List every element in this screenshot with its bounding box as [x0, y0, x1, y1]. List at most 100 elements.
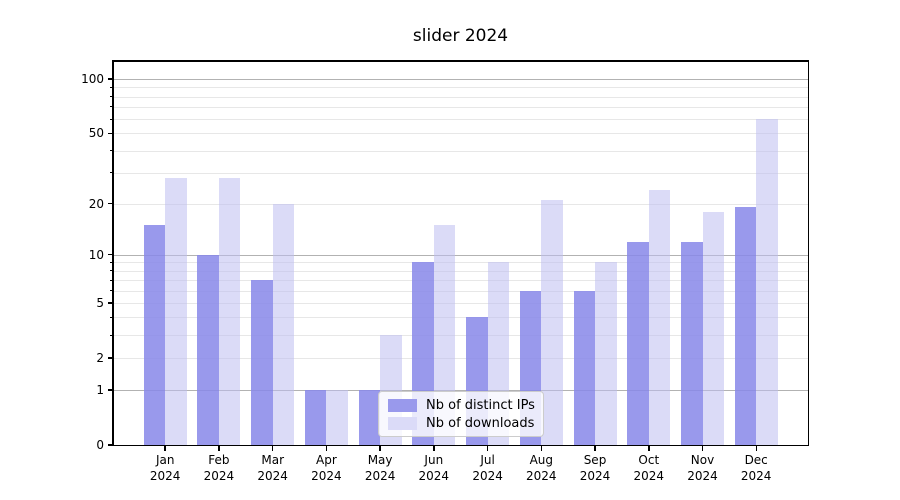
x-tick-mark-nov: [701, 446, 704, 451]
plot-area: [113, 61, 808, 445]
y-axis-tick-label-1: 1: [96, 383, 104, 397]
y-minor-tick-mark-7: [110, 279, 113, 281]
x-axis-tick-label-mar: Mar 2024: [257, 453, 288, 483]
x-tick-mark-aug: [540, 446, 543, 451]
axis-spine-bottom: [112, 444, 809, 447]
gridline-minor-7: [113, 280, 808, 282]
gridline-minor-60: [113, 119, 808, 120]
x-tick-mark-mar: [271, 446, 274, 451]
x-axis-tick-label-dec: Dec 2024: [740, 453, 772, 483]
legend-entry-distinct-ips: Nb of distinct IPs: [388, 396, 535, 414]
legend-entry-downloads: Nb of downloads: [388, 414, 535, 432]
gridline-minor-30: [113, 172, 808, 174]
x-axis-tick-label-oct: Oct 2024: [633, 453, 665, 483]
bar-distinct-ips-mar: [251, 280, 273, 445]
gridline-major-1: [113, 390, 808, 391]
bar-downloads-dec: [756, 119, 778, 445]
y-minor-tick-mark-20: [110, 203, 113, 205]
y-minor-tick-mark-8: [110, 270, 113, 272]
bar-distinct-ips-dec: [734, 207, 757, 445]
gridline-minor-8: [113, 270, 808, 272]
y-axis-tick-label-50: 50: [88, 126, 104, 141]
x-tick-mark-dec: [755, 446, 757, 451]
bar-downloads-nov: [702, 211, 724, 445]
y-minor-tick-mark-50: [110, 132, 113, 134]
bar-distinct-ips-apr: [304, 390, 327, 445]
bar-downloads-jun: [433, 225, 456, 445]
legend-label-distinct-ips: Nb of distinct IPs: [426, 397, 535, 413]
gridline-major-100: [113, 79, 808, 80]
y-axis-tick-label-100: 100: [81, 72, 104, 86]
y-minor-tick-mark-2: [110, 357, 113, 359]
gridline-minor-6: [113, 290, 808, 292]
chart-title: slider 2024: [412, 26, 509, 46]
gridline-minor-2: [113, 357, 808, 359]
axis-spine-left: [112, 60, 114, 446]
x-tick-mark-oct: [648, 446, 650, 451]
x-axis-tick-label-sep: Sep 2024: [579, 453, 611, 483]
gridline-minor-80: [113, 96, 808, 98]
bar-downloads-oct: [648, 189, 671, 445]
bar-distinct-ips-oct: [627, 241, 649, 445]
gridline-minor-9: [113, 262, 808, 264]
bar-downloads-jan: [165, 178, 187, 445]
bar-distinct-ips-sep: [573, 290, 595, 445]
x-axis-tick-label-feb: Feb 2024: [203, 453, 235, 483]
x-axis-tick-label-jan: Jan 2024: [149, 453, 181, 483]
x-tick-mark-may: [379, 446, 381, 451]
gridline-minor-50: [113, 133, 808, 135]
x-axis-tick-label-jul: Jul 2024: [472, 453, 503, 483]
y-minor-tick-mark-70: [110, 106, 113, 108]
y-minor-tick-mark-40: [110, 150, 113, 151]
x-tick-mark-feb: [218, 446, 220, 451]
axis-spine-top: [112, 60, 809, 62]
x-axis-tick-label-nov: Nov 2024: [687, 453, 718, 483]
x-tick-mark-jul: [486, 446, 489, 451]
x-tick-mark-sep: [594, 446, 596, 451]
gridline-minor-90: [113, 87, 808, 89]
bar-downloads-feb: [218, 178, 241, 445]
x-axis-tick-label-may: May 2024: [364, 453, 396, 483]
legend: Nb of distinct IPs Nb of downloads: [378, 391, 544, 437]
bar-distinct-ips-nov: [681, 241, 703, 445]
bar-downloads-apr: [326, 390, 348, 445]
y-minor-tick-mark-80: [110, 96, 113, 97]
y-minor-tick-mark-30: [110, 172, 113, 174]
bar-distinct-ips-may: [358, 390, 381, 445]
y-minor-tick-mark-90: [110, 86, 113, 88]
y-minor-tick-mark-6: [110, 290, 113, 292]
gridline-minor-5: [113, 302, 808, 304]
bar-distinct-ips-feb: [197, 254, 219, 445]
y-axis-tick-label-10: 10: [88, 247, 104, 262]
y-tick-mark-100: [107, 78, 113, 80]
legend-swatch-distinct-ips: [388, 398, 417, 412]
gridline-minor-70: [113, 106, 808, 108]
gridline-minor-40: [113, 150, 808, 152]
y-axis-tick-label-20: 20: [88, 196, 104, 211]
y-axis-tick-label-5: 5: [96, 295, 104, 310]
bar-downloads-mar: [272, 203, 295, 445]
y-tick-mark-0: [107, 444, 113, 446]
y-minor-tick-mark-9: [110, 261, 113, 263]
legend-label-downloads: Nb of downloads: [426, 415, 535, 431]
gridline-minor-3: [113, 335, 808, 337]
x-tick-mark-jan: [164, 446, 166, 451]
x-axis-tick-label-jun: Jun 2024: [418, 453, 450, 483]
gridline-minor-20: [113, 203, 808, 205]
x-axis-tick-label-apr: Apr 2024: [311, 453, 342, 483]
x-tick-mark-apr: [325, 446, 328, 451]
gridline-minor-4: [113, 317, 808, 319]
axis-spine-right: [807, 60, 810, 446]
y-tick-mark-1: [107, 389, 113, 391]
y-minor-tick-mark-4: [110, 316, 113, 318]
gridline-major-10: [113, 254, 808, 256]
y-minor-tick-mark-3: [110, 334, 113, 336]
x-tick-mark-jun: [433, 446, 435, 451]
bar-downloads-aug: [541, 199, 563, 445]
y-axis-tick-label-0: 0: [96, 438, 104, 452]
bar-downloads-sep: [595, 262, 617, 445]
y-minor-tick-mark-60: [110, 118, 113, 120]
x-axis-tick-label-aug: Aug 2024: [526, 453, 557, 483]
y-tick-mark-10: [107, 254, 113, 256]
